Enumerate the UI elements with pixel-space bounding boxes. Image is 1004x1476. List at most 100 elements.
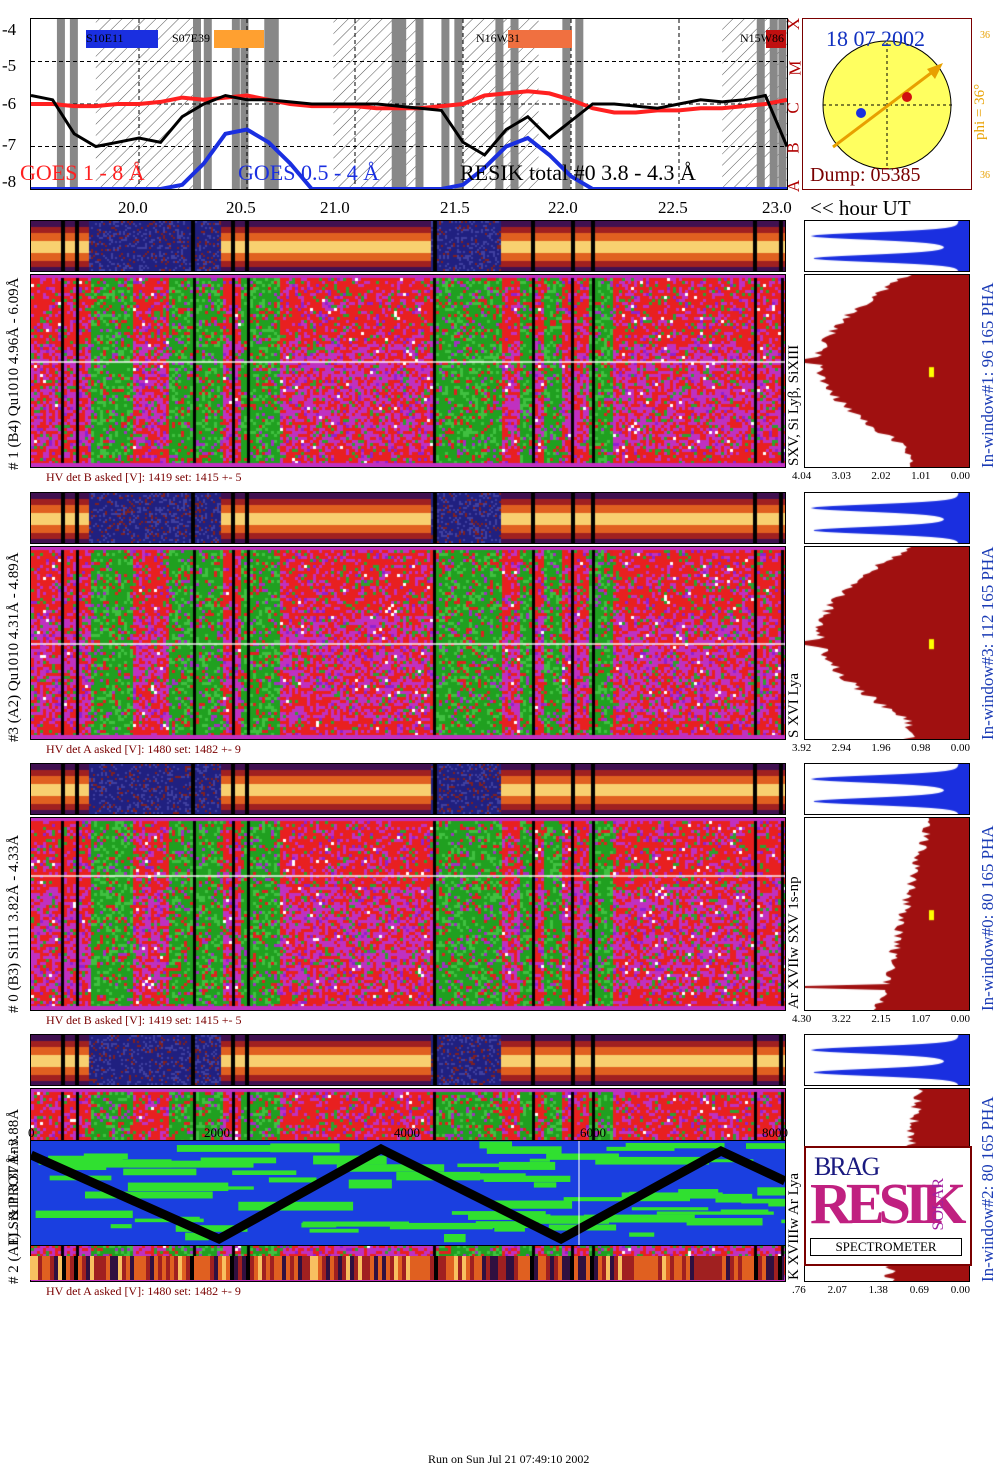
y-tick: -5 [2,56,17,75]
env-tick: 8000 [762,1125,788,1140]
env-strip-cell [198,1256,202,1280]
y-tick: -6 [2,94,17,113]
phi-label: phi = 36° [972,83,988,140]
env-strip-cell [242,1256,246,1280]
spectrum-profile-canvas [805,275,969,467]
env-strip-cell [470,1256,474,1280]
env-strip-cell [66,1256,70,1280]
legend-goes-short: GOES 0.5 - 4 Å [238,160,380,185]
env-strip-cell [738,1256,742,1280]
class-letter: C [783,102,803,114]
env-strip-cell [686,1256,690,1280]
env-strip-cell [666,1256,670,1280]
env-strip-cell [622,1256,626,1280]
env-strip-cell [294,1256,298,1280]
spectrogram-canvas [31,818,785,1010]
env-strip-cell [594,1256,598,1280]
env-flux-band [781,1219,785,1224]
env-strip-cell [742,1256,746,1280]
pha-histogram-canvas [805,493,969,543]
env-strip-cell [158,1256,162,1280]
flare-label: N16W31 [476,31,520,45]
env-flux-band [656,1211,774,1215]
env-strip-cell [750,1256,754,1280]
env-strip-cell [698,1256,702,1280]
spectrum-profile-canvas [805,547,969,739]
env-flux-band [583,1214,695,1223]
env-strip-cell [330,1256,334,1280]
logo-brag: BRAG [814,1152,880,1181]
env-strip-cell [718,1256,722,1280]
env-strip-cell [394,1256,398,1280]
env-strip-cell [706,1256,710,1280]
dump-label: Dump: 05385 [810,164,921,186]
in-window-label: In-window#0: 80 165 PHA [978,825,997,1011]
env-strip-cell [326,1256,330,1280]
env-flux-band [768,1201,785,1207]
hv-readout: HV det B asked [V]: 1419 set: 1415 +- 5 [46,470,242,484]
env-label: EL. & PROT Env. [6,1135,22,1246]
env-strip-cell [442,1256,446,1280]
env-strip-cell [290,1256,294,1280]
env-flux-band [447,1173,526,1180]
env-strip-cell [778,1256,782,1280]
scale-tick: 0.69 [909,1284,929,1296]
env-strip-cell [106,1256,110,1280]
env-flux-band [629,1232,655,1237]
y-tick: -8 [2,172,17,191]
env-strip-cell [602,1256,606,1280]
env-strip-cell [774,1256,778,1280]
env-flux-band [171,1216,200,1221]
env-flux-band [529,1158,550,1162]
env-strip-cell [134,1256,138,1280]
profile-scale: 4.30 3.22 2.15 1.07 0.00 [792,1013,970,1025]
x-tick: 20.0 [118,198,148,217]
in-window-label: In-window#1: 96 165 PHA [978,282,997,468]
panel-line-id: S XVI Lya [786,673,802,738]
scale-tick: 0.00 [950,742,970,754]
env-strip-cell [210,1256,214,1280]
env-svg [31,1141,785,1245]
env-strip-cell [342,1256,346,1280]
env-strip-cell [654,1256,658,1280]
env-strip-cell [714,1256,718,1280]
env-strip-cell [254,1256,258,1280]
env-strip-cell [346,1256,350,1280]
env-flux-band [678,1189,719,1197]
env-flux-band [475,1221,529,1228]
scale-tick: 2.94 [831,742,851,754]
env-strip-cell [166,1256,170,1280]
env-strip-cell [670,1256,674,1280]
logo-resik: RESIK [810,1171,966,1236]
env-strip-cell [590,1256,594,1280]
env-strip-cell [214,1256,218,1280]
pha-strip-canvas [31,1035,785,1085]
env-strip-cell [538,1256,542,1280]
y-tick: -4 [2,20,17,39]
env-flux-band [606,1146,675,1151]
env-flux-band [546,1153,619,1160]
env-strip-cell [466,1256,470,1280]
env-strip-cell [350,1256,354,1280]
env-strip-cell [354,1256,358,1280]
env-strip-cell [358,1256,362,1280]
env-strip-cell [422,1256,426,1280]
data-gap [193,19,201,189]
env-strip-cell [534,1256,538,1280]
scale-tick: 0.98 [911,742,931,754]
scale-tick: 1.38 [868,1284,888,1296]
env-strip-cell [182,1256,186,1280]
scale-tick: 3.03 [831,470,851,482]
env-strip [30,1256,784,1280]
x-tick: 21.5 [440,198,470,217]
env-strip-cell [98,1256,102,1280]
panel-row-label: # 1 (B4) Qu1010 4.96Å - 6.09Å [6,277,22,471]
env-plot [30,1140,786,1246]
panel-line-id: Ar XVIIw SXV 1s-np [786,876,802,1009]
scale-tick: 3.92 [792,742,812,754]
env-strip-cell [646,1256,650,1280]
env-strip-cell [178,1256,182,1280]
env-strip-cell [162,1256,166,1280]
env-flux-band [625,1142,725,1149]
env-strip-cell [690,1256,694,1280]
